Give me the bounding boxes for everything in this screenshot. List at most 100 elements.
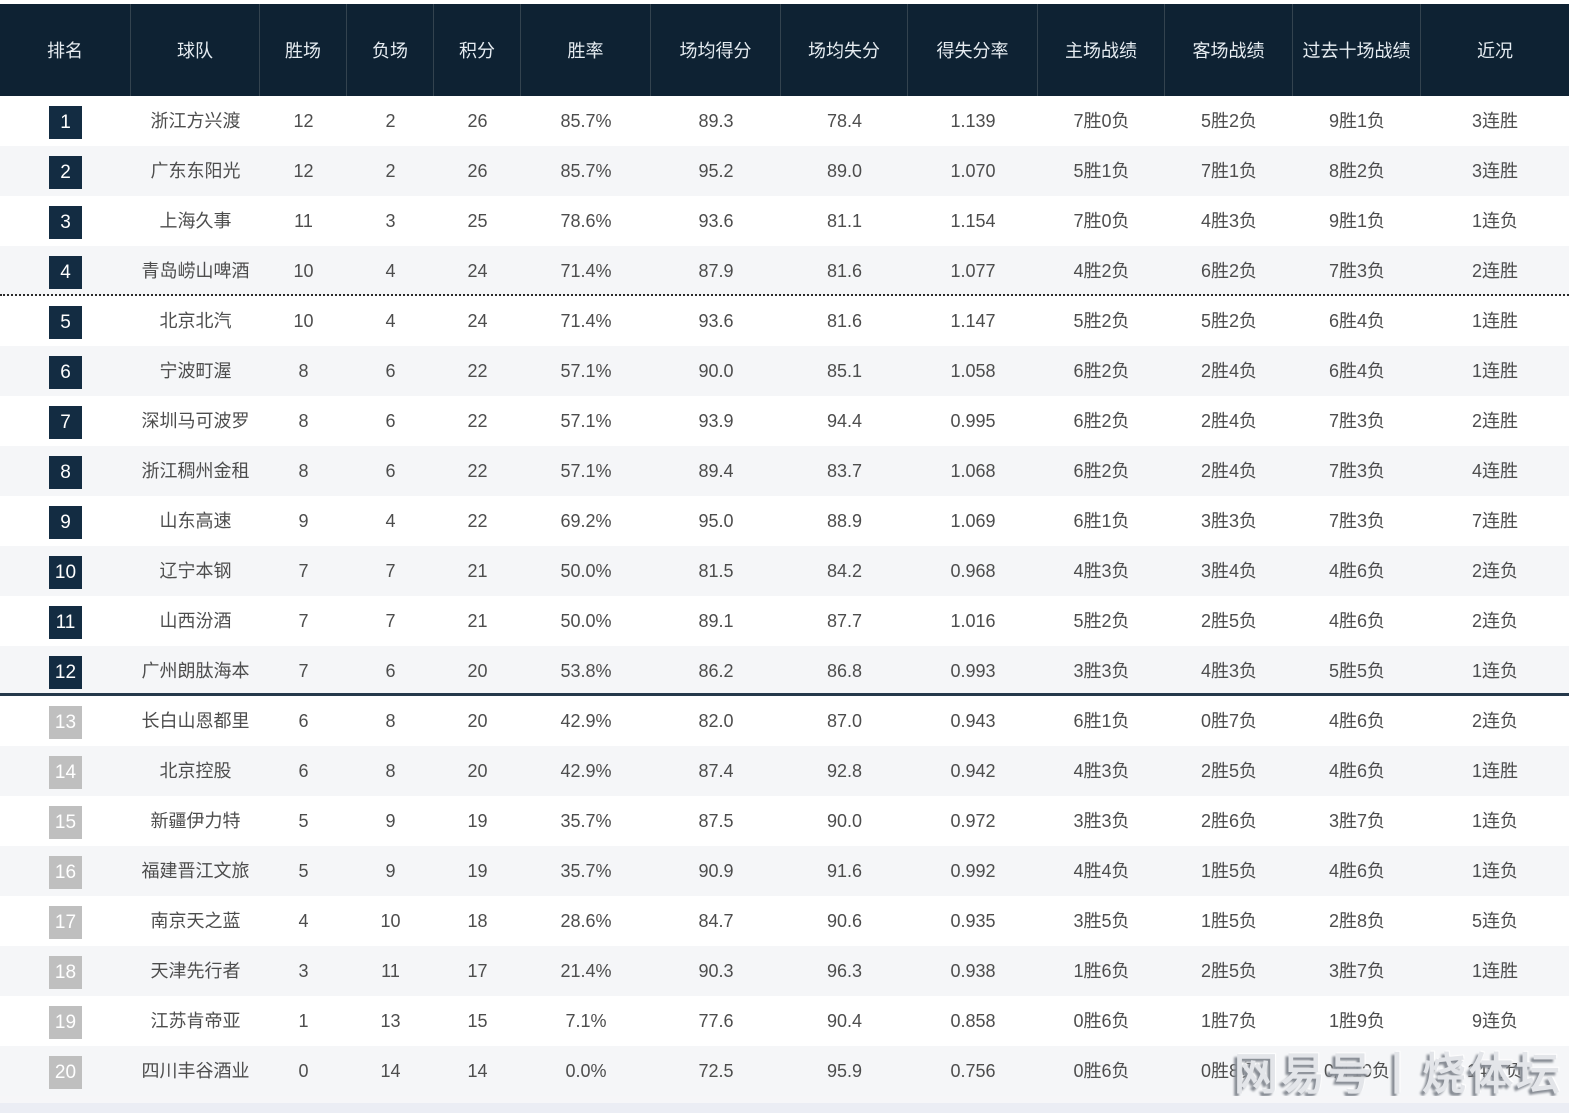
cell-avg_pts_for: 93.9 [698, 411, 734, 431]
rank-badge: 5 [49, 305, 82, 339]
cell-points: 26 [467, 161, 488, 181]
cell-avg_pts_for: 87.4 [698, 761, 734, 781]
cell-avg_pts_for: 82.0 [698, 711, 734, 731]
cell-recent_form: 9连负 [1471, 1011, 1518, 1031]
cell-points: 25 [467, 211, 488, 231]
table-row: 12 广州朗肽海本 7 6 20 53.8% 86.2 86.8 0.993 3胜3负 4胜3负 5胜… [0, 646, 1569, 696]
cell-losses: 6 [385, 361, 396, 381]
cell-last10_record: 9胜1负 [1328, 111, 1386, 131]
cell-losses: 10 [380, 911, 401, 931]
cell-points: 15 [467, 1011, 488, 1031]
cell-pts_ratio: 0.968 [950, 561, 996, 581]
column-header-rank: 排名 [0, 4, 131, 96]
cell-avg_pts_for: 90.3 [698, 961, 734, 981]
cell-away_record: 4胜3负 [1200, 661, 1258, 681]
cell-recent_form: 1连胜 [1471, 361, 1518, 381]
cell-losses: 2 [385, 161, 396, 181]
rank-cell: 14 [0, 746, 131, 796]
rank-badge: 7 [49, 405, 82, 439]
cell-wins: 7 [298, 661, 309, 681]
table-row: 10 辽宁本钢 7 7 21 50.0% 81.5 84.2 0.968 4胜3负 3胜4负 4胜6负… [0, 546, 1569, 596]
cell-recent_form: 1连负 [1471, 861, 1518, 881]
cell-team: 广州朗肽海本 [141, 661, 250, 681]
cell-avg_pts_for: 93.6 [698, 211, 734, 231]
cell-points: 19 [467, 811, 488, 831]
cell-avg_pts_against: 91.6 [826, 861, 863, 881]
cell-losses: 3 [385, 211, 396, 231]
cell-wins: 10 [293, 311, 314, 331]
cell-last10_record: 7胜3负 [1328, 511, 1386, 531]
rank-badge: 19 [49, 1005, 82, 1039]
cell-home_record: 4胜2负 [1073, 261, 1130, 281]
rank-badge: 8 [49, 455, 82, 489]
cell-avg_pts_for: 89.1 [698, 611, 734, 631]
rank-badge: 2 [49, 155, 82, 189]
column-header-win_rate: 胜率 [521, 4, 651, 96]
cell-recent_form: 14连负 [1466, 1061, 1524, 1081]
cell-pts_ratio: 1.068 [950, 461, 996, 481]
cell-losses: 6 [385, 661, 396, 681]
cell-recent_form: 1连负 [1471, 811, 1518, 831]
table-row: 15 新疆伊力特 5 9 19 35.7% 87.5 90.0 0.972 3胜3负 2胜6负 3胜7… [0, 796, 1569, 846]
cell-win_rate: 21.4% [560, 961, 612, 981]
cell-win_rate: 85.7% [560, 161, 612, 181]
cell-recent_form: 4连胜 [1471, 461, 1518, 481]
cell-away_record: 1胜5负 [1200, 861, 1258, 881]
cell-win_rate: 42.9% [560, 711, 612, 731]
cell-last10_record: 5胜5负 [1328, 661, 1386, 681]
cell-points: 18 [467, 911, 488, 931]
table-row: 17 南京天之蓝 4 10 18 28.6% 84.7 90.6 0.935 3胜5负 1胜5负 2胜… [0, 896, 1569, 946]
cell-losses: 8 [385, 711, 396, 731]
cell-recent_form: 2连负 [1471, 711, 1518, 731]
cell-points: 22 [467, 461, 488, 481]
cell-home_record: 5胜2负 [1073, 311, 1130, 331]
cell-pts_ratio: 1.070 [950, 161, 996, 181]
cell-pts_ratio: 0.942 [950, 761, 996, 781]
cell-recent_form: 3连胜 [1471, 111, 1518, 131]
cell-points: 14 [467, 1061, 488, 1081]
cell-win_rate: 78.6% [560, 211, 612, 231]
cell-home_record: 5胜1负 [1073, 161, 1130, 181]
cell-pts_ratio: 0.995 [950, 411, 996, 431]
cell-home_record: 0胜6负 [1073, 1011, 1130, 1031]
cell-avg_pts_against: 90.4 [826, 1011, 863, 1031]
column-header-recent_form: 近况 [1477, 41, 1513, 61]
cell-wins: 8 [298, 461, 309, 481]
cell-avg_pts_for: 89.3 [698, 111, 734, 131]
cell-pts_ratio: 0.935 [950, 911, 996, 931]
cell-last10_record: 7胜3负 [1328, 461, 1386, 481]
cell-recent_form: 1连负 [1471, 211, 1518, 231]
cell-wins: 6 [298, 761, 309, 781]
cell-away_record: 1胜7负 [1200, 1011, 1258, 1031]
rank-badge: 9 [49, 505, 82, 539]
cell-recent_form: 3连胜 [1471, 161, 1518, 181]
cell-win_rate: 7.1% [565, 1011, 607, 1031]
cell-wins: 7 [298, 561, 309, 581]
cell-avg_pts_for: 77.6 [698, 1011, 734, 1031]
cell-team: 辽宁本钢 [159, 561, 232, 581]
cell-wins: 6 [298, 711, 309, 731]
cell-last10_record: 4胜6负 [1328, 711, 1386, 731]
table-body: 1 浙江方兴渡 12 2 26 85.7% 89.3 78.4 1.139 7胜0负 5胜2负 9胜1… [0, 96, 1569, 1096]
cell-avg_pts_for: 89.4 [698, 461, 734, 481]
cell-avg_pts_against: 90.6 [826, 911, 863, 931]
cell-recent_form: 1连胜 [1471, 311, 1518, 331]
rank-cell: 11 [0, 596, 131, 646]
cell-away_record: 4胜3负 [1200, 211, 1258, 231]
cell-team: 南京天之蓝 [150, 911, 241, 931]
table-row: 6 宁波町渥 8 6 22 57.1% 90.0 85.1 1.058 6胜2负 2胜4负 6胜4负 1… [0, 346, 1569, 396]
cell-avg_pts_against: 81.6 [826, 261, 863, 281]
cell-win_rate: 50.0% [560, 611, 612, 631]
table-row: 20 四川丰谷酒业 0 14 14 0.0% 72.5 95.9 0.756 0胜6负 0胜8负 0胜… [0, 1046, 1569, 1096]
cell-last10_record: 3胜7负 [1328, 811, 1386, 831]
watermark: 网易号丨烧体坛 [1234, 1050, 1563, 1099]
cell-away_record: 2胜5负 [1200, 761, 1258, 781]
rank-cell: 1 [0, 96, 131, 146]
cell-team: 福建晋江文旅 [141, 861, 250, 881]
cell-avg_pts_against: 87.7 [826, 611, 863, 631]
cell-away_record: 2胜5负 [1200, 961, 1258, 981]
cell-avg_pts_against: 96.3 [826, 961, 863, 981]
rank-cell: 6 [0, 346, 131, 396]
cell-recent_form: 1连胜 [1471, 761, 1518, 781]
table-row: 11 山西汾酒 7 7 21 50.0% 89.1 87.7 1.016 5胜2负 2胜5负 4胜6负… [0, 596, 1569, 646]
